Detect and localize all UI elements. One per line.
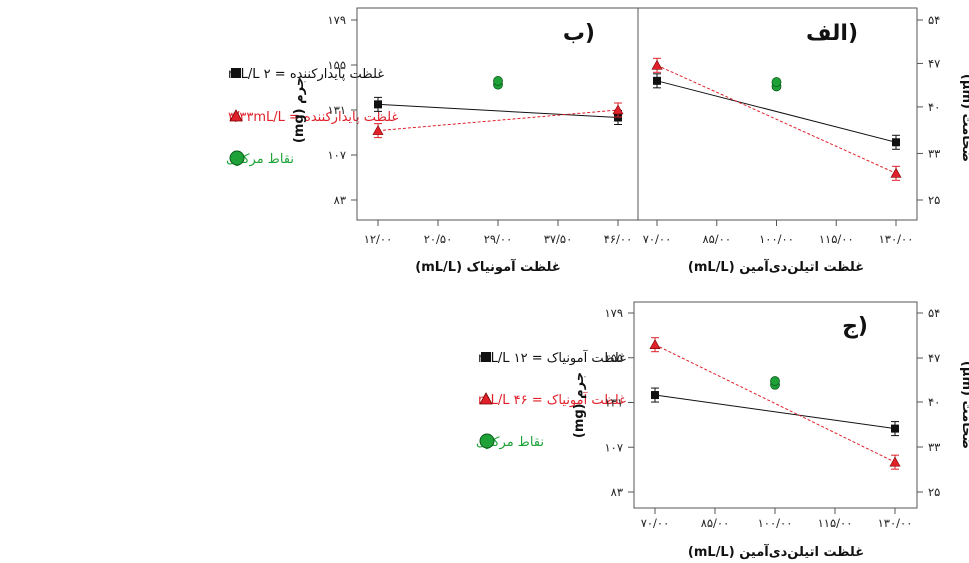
panel-alef-ylabel: ضخامت (µm)	[959, 74, 969, 162]
panel-jim-xlabel: غلظت اتیلن‌دی‌آمین (mL/L)	[688, 543, 864, 560]
panel-jim-triangle-point	[649, 339, 661, 349]
top-plot-frame	[356, 7, 918, 221]
panel-jim-x-tick-label: ۷۰/۰۰	[641, 516, 670, 530]
panel-b-y-tick-label: ۱۷۹	[327, 13, 346, 27]
panel-jim-series-black-line	[654, 394, 896, 430]
panel-alef-x-tick-label: ۱۰۰/۰۰	[759, 232, 794, 246]
panel-b-ylabel: جرم (mg)	[292, 77, 307, 143]
panel-jim-square-point	[891, 424, 899, 433]
panel-b-series-red-line	[377, 109, 619, 132]
legend-top-circle-marker	[229, 150, 245, 166]
panel-alef-center-point	[771, 77, 782, 87]
legend-top-square-marker	[231, 68, 241, 78]
panel-alef-series-red-line	[656, 64, 897, 174]
panel-jim-y-tick-label-right: ۳۳	[928, 440, 940, 454]
panel-jim-series-red-line	[654, 344, 896, 463]
panel-b-triangle-point	[612, 104, 624, 115]
panel-alef-label: (الف	[806, 21, 858, 46]
panel-alef-x-tick-label: ۱۳۰/۰۰	[879, 232, 914, 246]
panel-b-xlabel: غلظت آمونیاک (mL/L)	[415, 258, 560, 275]
panel-jim-x-tick-label: ۱۳۰/۰۰	[878, 516, 913, 530]
legend-bottom: غلظت آمونیاک = ۱۲ mL/L غلظت آمونیاک = ۴۶…	[476, 349, 626, 450]
panel-jim-y-tick-label-right: ۴۰	[928, 395, 940, 409]
legend-bottom-item-2-label: غلظت آمونیاک = ۴۶ mL/L	[478, 391, 626, 408]
panel-alef-square-point	[653, 76, 661, 85]
panel-alef-x-tick-label: ۱۱۵/۰۰	[819, 232, 854, 246]
panel-alef-xlabel: غلظت اتیلن‌دی‌آمین (mL/L)	[688, 258, 864, 275]
panel-alef-triangle-point	[651, 59, 663, 70]
panel-jim-y-tick-label: ۱۵۵	[604, 351, 623, 365]
panel-jim-y-tick-label-right: ۴۷	[928, 351, 940, 365]
panel-alef-y-tick-label-right: ۴۷	[928, 56, 940, 70]
panel-b-y-tick-label: ۱۳۱	[327, 103, 346, 117]
panel-jim-square-point	[651, 391, 659, 400]
panel-alef-triangle-point	[890, 167, 902, 178]
panel-jim-label: (ج	[842, 314, 868, 339]
legend-top-item-2-label: غلظت پایدارکننده = ۳/۳۳mL/L	[228, 110, 398, 125]
panel-jim-y-tick-label-right: ۲۵	[928, 485, 940, 499]
panel-b-triangle-point	[372, 125, 384, 135]
panel-b-label: (ب	[563, 21, 595, 46]
panel-alef-square-point	[892, 138, 900, 147]
panel-jim-x-tick-label: ۸۵/۰۰	[701, 516, 730, 530]
panel-b-series-black-line	[377, 103, 619, 118]
panel-alef-y-tick-label-right: ۵۴	[928, 13, 940, 27]
panel-jim-y-tick-label: ۸۳	[611, 485, 623, 499]
panel-alef-y-tick-label-right: ۲۵	[928, 193, 940, 207]
panel-b-x-tick-label: ۲۹/۰۰	[484, 232, 513, 246]
legend-bottom-item-1-label: غلظت آمونیاک = ۱۲ mL/L	[478, 349, 626, 366]
legend-top: غلظت پایدارکننده = ۲ mL/L غلظت پایدارکنن…	[226, 67, 398, 167]
panel-jim-ylabel-right: ضخامت (µm)	[959, 361, 969, 449]
legend-top-item-1-label: غلظت پایدارکننده = ۲ mL/L	[228, 67, 384, 82]
panel-b-center-point	[493, 76, 503, 86]
panel-jim-x-tick-label: ۱۰۰/۰۰	[758, 516, 793, 530]
panel-alef-y-tick-label-right: ۴۰	[928, 100, 940, 114]
panel-jim-y-tick-label: ۱۰۷	[604, 440, 623, 454]
panel-jim-y-tick-label: ۱۳۱	[604, 396, 623, 410]
panel-jim-triangle-point	[889, 456, 901, 467]
panel-alef-x-tick-label: ۸۵/۰۰	[702, 232, 731, 246]
legend-bottom-square-marker	[481, 352, 491, 362]
panel-jim-ylabel-left: جرم (mg)	[572, 372, 587, 438]
legend-bottom-circle-marker	[479, 433, 495, 449]
panel-b-square-point	[374, 100, 382, 109]
panel-jim-center-point	[770, 376, 780, 386]
panel-b-x-tick-label: ۴۶/۰۰	[604, 232, 633, 246]
panel-b-y-tick-label: ۱۵۵	[327, 58, 346, 72]
panel-jim-y-tick-label: ۱۷۹	[604, 306, 623, 320]
legend-bottom-triangle-marker	[479, 392, 493, 405]
panel-jim-y-tick-label-right: ۵۴	[928, 306, 940, 320]
panel-alef-x-tick-label: ۷۰/۰۰	[643, 232, 672, 246]
charts-layer: ۱۲/۰۰ ۲۰/۵۰ ۲۹/۰۰ ۳۷/۵۰ ۴۶/۰۰ ۸۳ ۱۰۷ ۱۳۱ ۱۵۵ ۱۷۹ ۷…	[327, 13, 940, 530]
panel-b-x-tick-label: ۲۰/۵۰	[424, 232, 453, 246]
bottom-plot-frame	[633, 301, 918, 509]
panel-b-y-tick-label: ۱۰۷	[327, 148, 346, 162]
panel-b-x-tick-label: ۱۲/۰۰	[364, 232, 393, 246]
panel-alef-y-tick-label-right: ۳۳	[928, 146, 940, 160]
panel-alef-series-black-line	[656, 80, 897, 143]
legend-top-triangle-marker	[229, 109, 243, 122]
panel-b-y-tick-label: ۸۳	[334, 193, 346, 207]
panel-b-x-tick-label: ۳۷/۵۰	[544, 232, 573, 246]
panel-jim-x-tick-label: ۱۱۵/۰۰	[818, 516, 853, 530]
